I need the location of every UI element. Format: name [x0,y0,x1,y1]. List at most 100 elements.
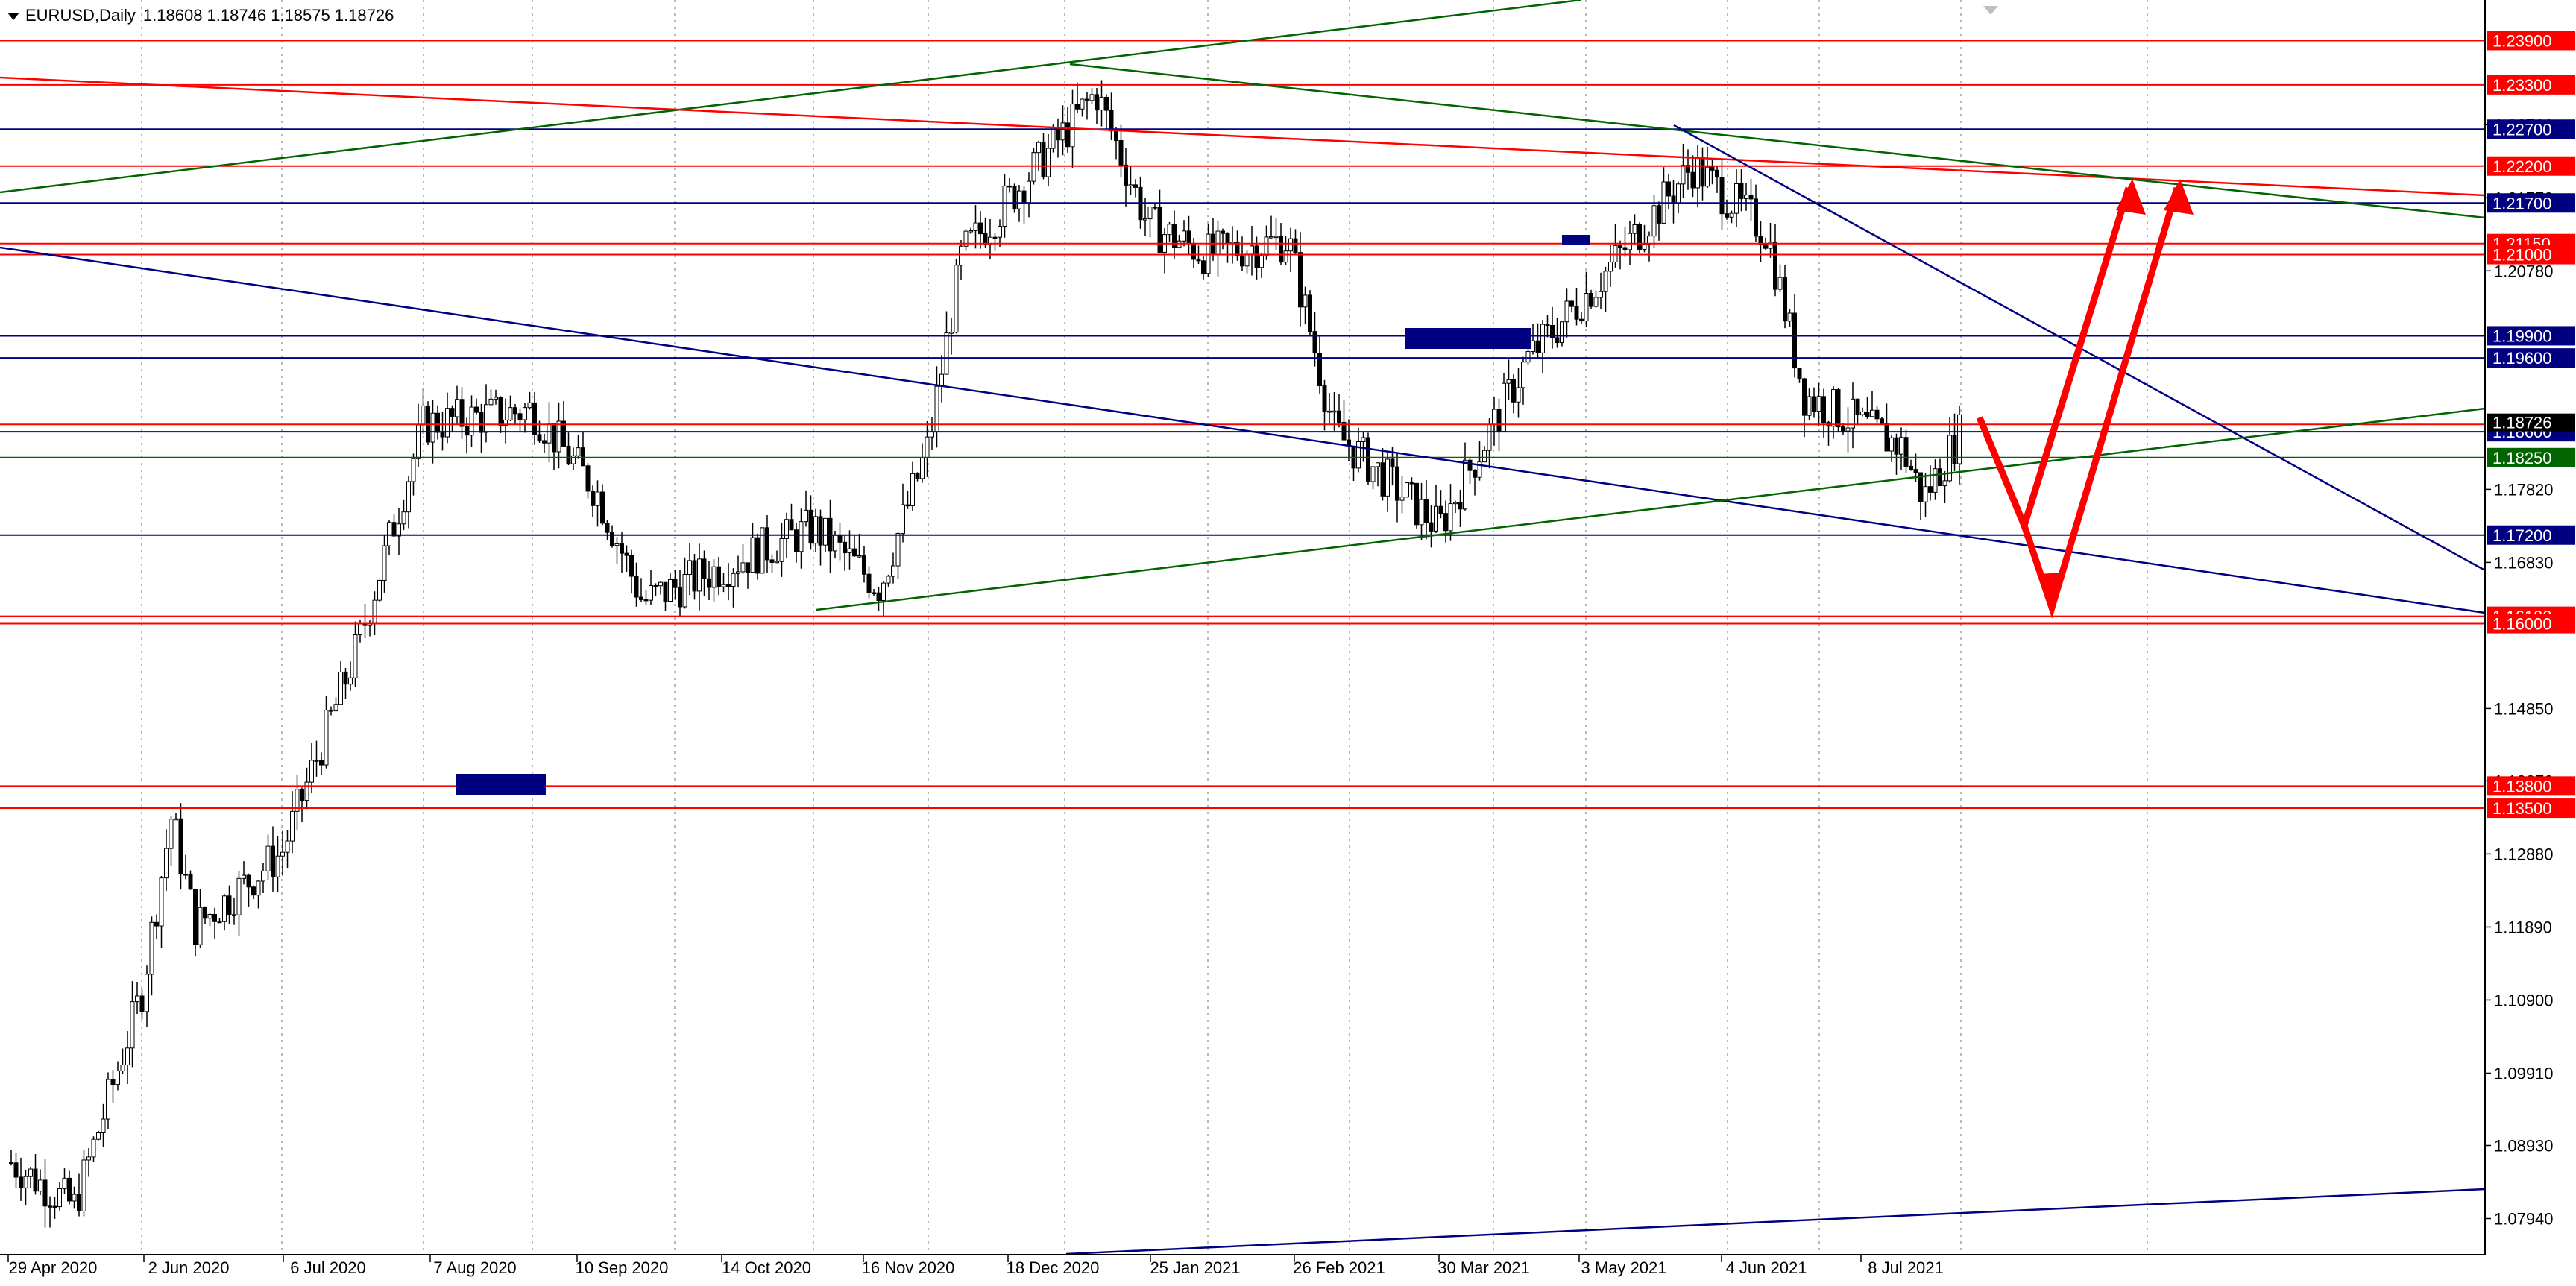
candle-body [687,560,692,575]
candle-body [547,423,552,444]
candle-body [1206,233,1211,274]
level-tag-label: 1.16000 [2492,615,2552,634]
candle-body [1545,324,1550,327]
zone-rect[interactable] [456,774,546,795]
candle-body [1492,409,1496,425]
candle-body [1244,253,1250,267]
candle-body [217,921,222,924]
candle-body [81,1159,86,1211]
candle-body [978,222,983,235]
candle-body [324,710,329,766]
candle-body [1473,470,1477,478]
candle-body [1380,462,1385,497]
candle-body [300,789,304,801]
candle-body [818,516,823,546]
level-tag-label: 1.13800 [2492,777,2552,795]
candle-body [1637,224,1642,250]
candle-body [1816,396,1821,412]
candle-body [1851,398,1855,429]
candle-body [1802,378,1807,416]
zone-rect[interactable] [1405,328,1531,349]
chart-shift-marker[interactable] [1983,6,1998,15]
candle-body [556,420,561,453]
time-tick-label: 7 Aug 2020 [433,1258,516,1277]
candle-body [1734,183,1739,214]
candle-body [72,1194,77,1202]
candle-body [445,408,450,438]
candle-body [1579,318,1584,322]
candle-body [455,399,459,417]
candle-body [1903,437,1909,467]
candle-body [1812,396,1816,412]
zone-rect[interactable] [1562,235,1590,245]
candle-body [1361,437,1366,443]
level-tag-label: 1.21000 [2492,246,2552,265]
chart-menu-icon[interactable] [7,13,19,21]
candle-body [910,473,915,506]
candle-body [1531,340,1535,353]
candle-body [944,332,949,375]
candle-body [678,587,682,608]
candle-body [435,412,440,433]
candle-body [610,532,614,546]
candle-body [1337,410,1341,423]
candle-body [1748,195,1754,200]
candle-body [1938,468,1942,487]
time-tick-label: 6 Jul 2020 [290,1258,366,1277]
trendline[interactable] [0,0,1581,194]
candle-body [1143,218,1147,221]
candle-body [387,522,391,546]
candle-body [1356,441,1361,469]
candle-body [1657,205,1661,224]
candle-body [1186,230,1191,244]
candle-body [658,581,663,587]
level-tag [2487,326,2575,346]
candle-body [775,561,779,564]
price-tick-label: 1.20780 [2494,262,2554,280]
candle-body [188,874,193,890]
level-tag-label: 1.23300 [2492,76,2552,95]
time-tick-label: 14 Oct 2020 [722,1258,811,1277]
candle-body [1942,480,1947,487]
candle-body [174,818,178,821]
candle-body [595,491,600,506]
candle-body [1288,238,1293,252]
candle-body [169,819,174,849]
candle-body [1666,181,1671,197]
candle-body [843,541,847,554]
trendline[interactable] [816,407,2486,611]
trendline[interactable] [1069,63,2486,219]
candle-body [823,517,828,546]
trendline[interactable] [0,76,2486,197]
current-price-tag [2487,413,2575,432]
candle-body [57,1188,62,1208]
current-price-label: 1.18726 [2492,414,2552,432]
candle-body [295,789,300,812]
candle-body [1589,293,1593,307]
candle-body [1405,482,1409,498]
trendline[interactable] [1065,1188,2486,1255]
candle-body [886,576,891,584]
candle-body [290,810,295,842]
candle-body [1506,379,1511,384]
candle-body [1298,252,1303,308]
candle-body [872,592,876,595]
candle-body [1642,244,1647,250]
candle-body [1845,427,1851,432]
level-tag-label: 1.22200 [2492,157,2552,176]
candle-body [1821,396,1826,423]
candle-body [1007,185,1012,188]
time-tick-label: 26 Feb 2021 [1293,1258,1385,1277]
candle-body [261,870,265,882]
candle-body [731,573,736,587]
level-tag [2487,348,2575,368]
candle-body [1467,459,1473,471]
candle-body [1147,207,1153,220]
time-axis-labels: 29 Apr 2020 2 Jun 2020 6 Jul 2020 7 Aug 202… [7,1255,1944,1277]
forecast-arrows [1976,179,2194,619]
candle-body [430,412,435,443]
candle-body [1763,243,1768,249]
candle-body [736,571,740,574]
candle-body [891,565,895,577]
